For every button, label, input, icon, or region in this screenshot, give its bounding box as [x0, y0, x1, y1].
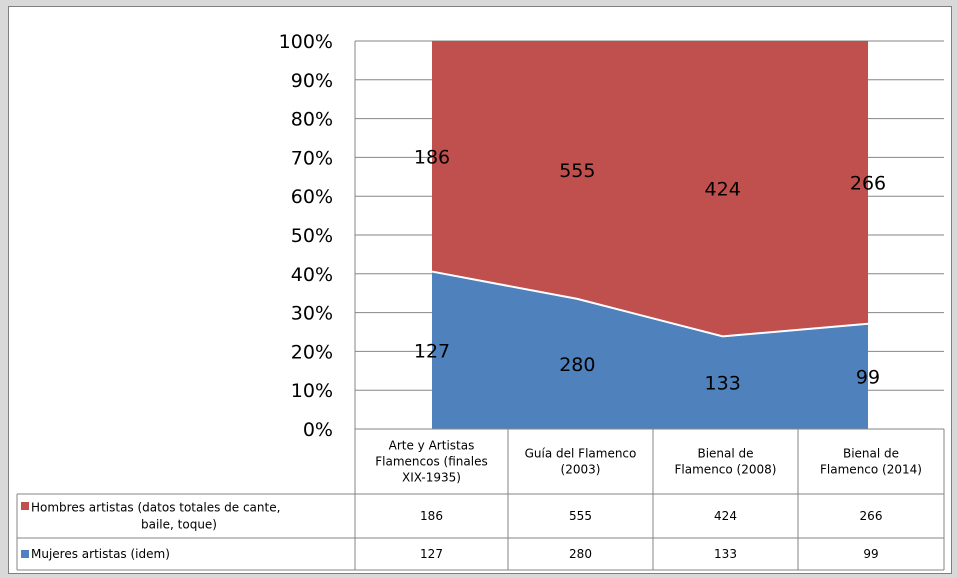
data-label-hombres: 424 [705, 179, 741, 201]
area-mujeres [432, 271, 868, 429]
data-label-mujeres: 280 [559, 354, 595, 376]
chart-frame: 0% 10% 20% 30% 40% 50% 60% 70% 80% 90% 100% 186 127… [8, 6, 952, 574]
data-label-hombres: 186 [414, 146, 450, 168]
series-boundary-line [431, 270, 869, 338]
data-label-mujeres: 133 [705, 373, 741, 395]
y-tick-label: 80% [291, 109, 333, 131]
stacked-area-chart: 0% 10% 20% 30% 40% 50% 60% 70% 80% 90% 100% 186 127… [16, 31, 945, 571]
y-tick-label: 0% [303, 419, 333, 441]
table-cell: 424 [714, 509, 737, 523]
series-name: Mujeres artistas (idem) [31, 547, 170, 561]
table-cell: 99 [863, 547, 878, 561]
area-series [431, 41, 869, 429]
y-tick-label: 60% [291, 186, 333, 208]
category-label: Arte y Artistas Flamencos (finales XIX-193… [375, 439, 487, 485]
data-label-mujeres: 99 [856, 366, 880, 388]
table-cell: 186 [420, 509, 443, 523]
data-label-hombres: 266 [850, 172, 886, 194]
data-table: Arte y Artistas Flamencos (finales XIX-193… [16, 428, 945, 571]
category-label: Bienal de Flamenco (2014) [820, 447, 922, 477]
table-cell: 127 [420, 547, 443, 561]
y-axis: 0% 10% 20% 30% 40% 50% 60% 70% 80% 90% 100% [279, 31, 356, 441]
table-cell: 555 [569, 509, 592, 523]
legend-swatch [21, 502, 29, 510]
series-name: Hombres artistas (datos totales de cante… [31, 501, 280, 532]
y-tick-label: 90% [291, 70, 333, 92]
category-label: Bienal de Flamenco (2008) [675, 447, 777, 477]
y-tick-label: 10% [291, 380, 333, 402]
legend-swatch [21, 550, 29, 558]
category-label: Guía del Flamenco (2003) [525, 447, 637, 477]
table-cell: 266 [860, 509, 883, 523]
y-tick-label: 70% [291, 147, 333, 169]
y-tick-label: 100% [279, 31, 333, 53]
table-cell: 280 [569, 547, 592, 561]
y-tick-label: 50% [291, 225, 333, 247]
y-tick-label: 20% [291, 341, 333, 363]
table-cell: 133 [714, 547, 737, 561]
y-tick-label: 40% [291, 264, 333, 286]
data-label-hombres: 555 [559, 160, 595, 182]
data-label-mujeres: 127 [414, 340, 450, 362]
y-tick-label: 30% [291, 303, 333, 325]
data-labels: 186 127 555 280 424 133 266 99 [414, 146, 886, 394]
